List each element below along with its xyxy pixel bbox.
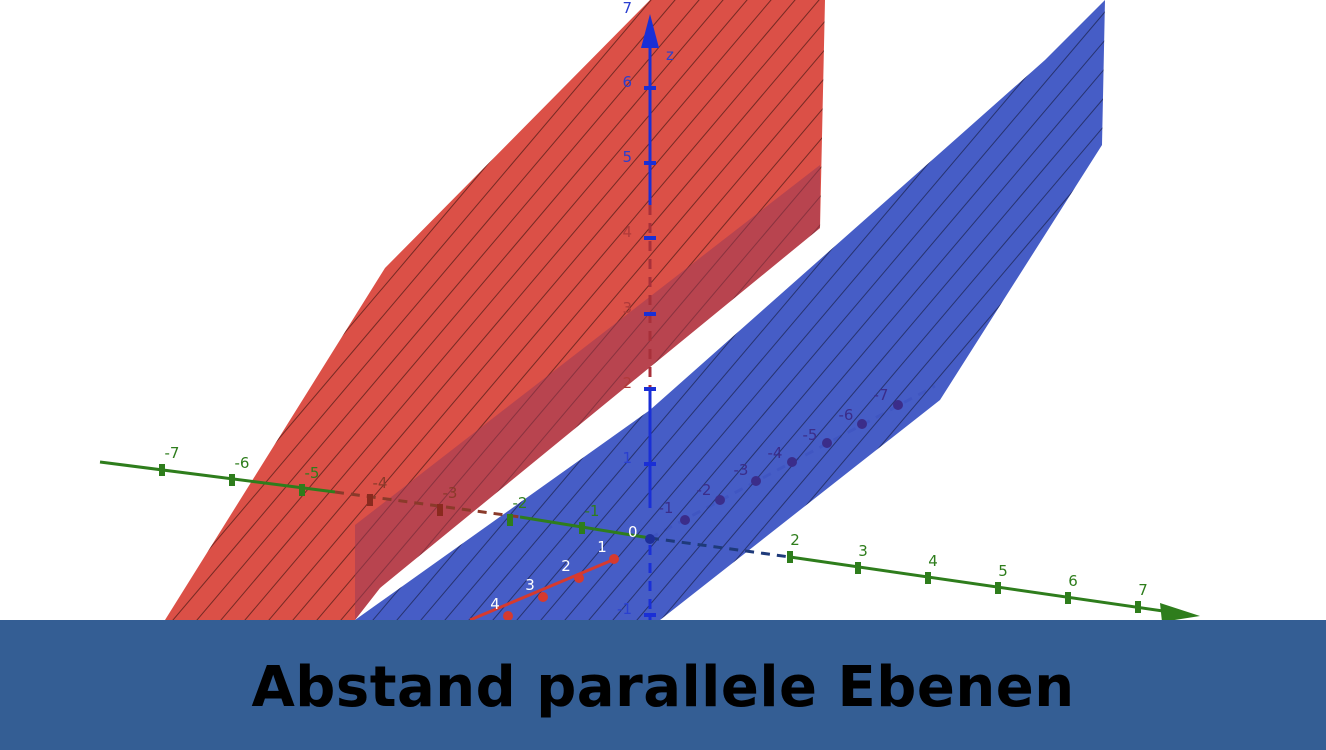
z-tick-label: 2: [622, 374, 632, 392]
x-tick-label: -1: [659, 499, 674, 517]
x-tick: [680, 515, 690, 525]
y-tick-label: 5: [998, 562, 1008, 580]
y-axis-left: [99, 460, 336, 494]
x-tick-label: -4: [768, 444, 783, 462]
x-tick-label: -2: [697, 481, 712, 499]
z-tick-label: 4: [622, 223, 632, 241]
z-tick-label: 3: [622, 299, 632, 317]
page-title: Abstand parallele Ebenen: [251, 654, 1075, 720]
z-tick-label: -1: [617, 600, 632, 618]
z-axis-arrow-icon: [641, 14, 659, 48]
y-axis-hidden-right: [649, 536, 791, 559]
x-tick-label: -5: [803, 426, 818, 444]
y-tick-label: -3: [443, 484, 458, 502]
y-tick-label: -6: [235, 454, 250, 472]
x-tick-label: -7: [874, 386, 889, 404]
plane-overlap: [355, 165, 820, 620]
origin-label: 0: [628, 523, 638, 541]
x-tick: [574, 573, 584, 583]
x-tick: [751, 476, 761, 486]
y-tick-label: -1: [585, 502, 600, 520]
x-tick: [787, 457, 797, 467]
y-tick-label: 7: [1138, 581, 1148, 599]
x-tick: [538, 592, 548, 602]
y-axis-arrow-icon: [1160, 603, 1200, 622]
x-axis-positive: [469, 557, 616, 622]
x-tick: [857, 419, 867, 429]
x-tick-label: -3: [734, 461, 749, 479]
x-tick: [822, 438, 832, 448]
z-tick-label: 6: [622, 73, 632, 91]
x-tick-label: 3: [525, 576, 535, 594]
y-tick-label: 3: [858, 542, 868, 560]
y-tick-label: -2: [513, 494, 528, 512]
y-tick-label: -4: [373, 474, 388, 492]
origin-point: [645, 534, 655, 544]
x-tick: [609, 554, 619, 564]
y-tick-label: 2: [790, 531, 800, 549]
x-tick-label: -6: [839, 406, 854, 424]
x-tick-label: 2: [561, 557, 571, 575]
z-tick-label: 7: [622, 0, 632, 17]
y-tick-label: -5: [305, 464, 320, 482]
x-tick: [715, 495, 725, 505]
x-tick-label: 1: [597, 538, 607, 556]
x-tick-label: 4: [490, 595, 500, 613]
x-tick: [503, 611, 513, 621]
y-tick-label: 6: [1068, 572, 1078, 590]
x-tick: [893, 400, 903, 410]
z-tick-label: 1: [622, 449, 632, 467]
y-tick-label: -7: [165, 444, 180, 462]
y-tick-label: 4: [928, 552, 938, 570]
y-axis-right: [789, 555, 1171, 614]
z-axis-label: z: [666, 46, 674, 64]
title-banner: Abstand parallele Ebenen: [0, 620, 1326, 750]
z-tick-label: 5: [622, 148, 632, 166]
